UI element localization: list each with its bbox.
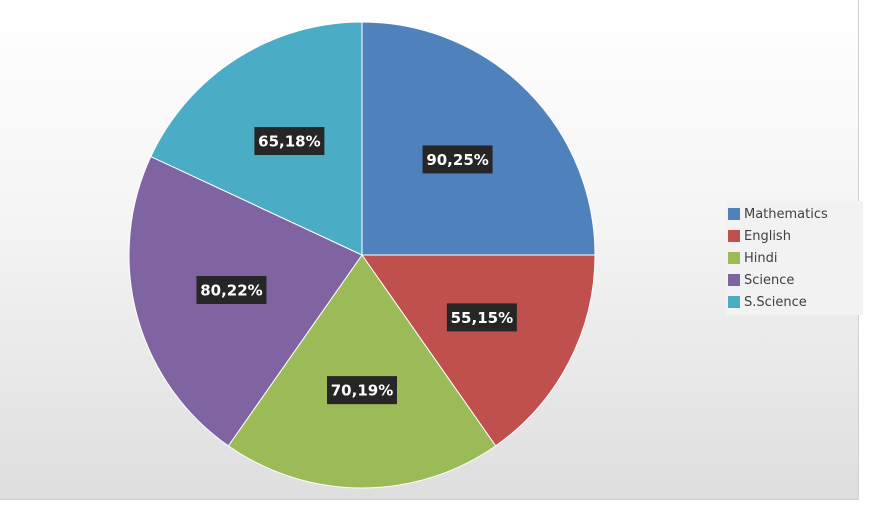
legend-label: English (744, 228, 791, 244)
legend-swatch (728, 296, 740, 308)
data-label-box-hindi (327, 376, 397, 405)
legend-item-english: English (728, 225, 863, 247)
data-label-science: 80,22% (200, 281, 262, 299)
chart-area: 90,25% 55,15% 70,19% 80,22% 65,18% Mathemati… (0, 0, 863, 500)
data-label-english: 55,15% (451, 309, 513, 327)
pie-slice-hindi (227, 254, 497, 489)
data-label-box-s-science (254, 127, 325, 156)
legend-item-mathematics: Mathematics (728, 203, 863, 225)
data-label-mathematics: 90,25% (426, 151, 488, 169)
legend-label: Hindi (744, 250, 778, 266)
legend-label: S.Science (744, 294, 807, 310)
legend-label: Mathematics (744, 206, 828, 222)
data-label-s-science: 65,18% (258, 133, 320, 151)
legend-swatch (728, 230, 740, 242)
legend-swatch (728, 274, 740, 286)
data-label-box-mathematics (422, 145, 493, 174)
pie-slice-english (361, 254, 596, 447)
pie-chart: 90,25% 55,15% 70,19% 80,22% 65,18% (128, 21, 596, 489)
data-label-box-science (196, 275, 267, 304)
legend: Mathematics English Hindi Science S.Scie… (726, 201, 863, 315)
legend-item-hindi: Hindi (728, 247, 863, 269)
legend-item-science: Science (728, 269, 863, 291)
data-label-box-english (446, 303, 517, 332)
legend-swatch (728, 208, 740, 220)
legend-swatch (728, 252, 740, 264)
data-label-hindi: 70,19% (331, 382, 393, 400)
legend-item-s-science: S.Science (728, 291, 863, 313)
pie-slice-mathematics (361, 21, 596, 256)
legend-label: Science (744, 272, 795, 288)
